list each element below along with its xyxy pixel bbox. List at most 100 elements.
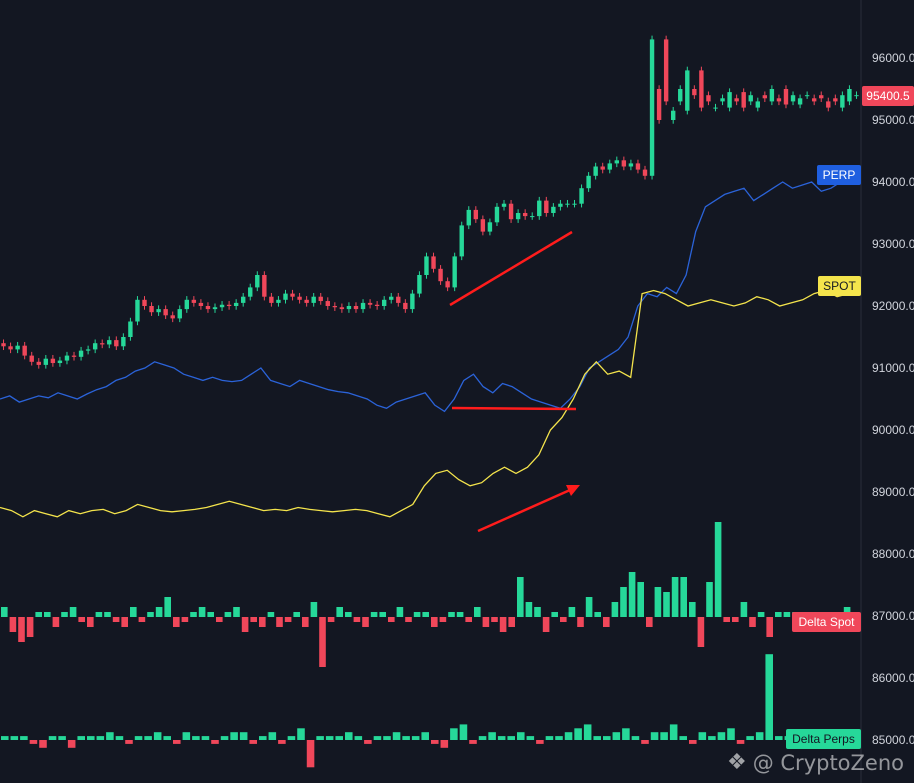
delta-spot-bar [388,617,395,622]
candle-body [699,70,704,108]
candle-body [78,350,84,357]
candle-body [424,256,429,275]
binance-logo-icon: ❖ [726,750,747,775]
delta-perps-bar [631,736,640,740]
delta-perps-bar [239,732,248,740]
delta-spot-bar [405,617,412,622]
candle-body [233,302,239,306]
candle-body [311,296,316,303]
delta-spot-bar [216,617,223,622]
delta-perps-bar [459,724,468,740]
candle-body [297,296,302,300]
delta-perps-bar [392,732,401,740]
delta-perps-bar [182,732,191,740]
candle-body [212,307,218,310]
candle-body [727,92,732,108]
candle-body [790,95,796,102]
delta-perps-bar [469,740,477,744]
delta-spot-bar [276,617,283,627]
spot-tag-bg [818,276,861,296]
delta-perps-bar [20,736,28,740]
delta-spot-bar [775,612,782,617]
candle-body [522,213,528,217]
candle-body [670,110,676,120]
candle-body [501,203,507,207]
candle-body [100,343,105,345]
candle-body [797,98,803,105]
candle-body [438,268,443,282]
perp-tag-bg [817,165,861,185]
delta-spot-bar [379,612,386,617]
candle-body [508,203,514,220]
delta-spot-bar [302,617,309,627]
candle-body [198,302,204,306]
delta-spot-bar [783,612,791,617]
delta-spot-bar [534,607,541,617]
delta-spot-bar [190,612,197,617]
candle-body [600,166,605,170]
candle-body [1,343,6,347]
delta-spot-bar [78,617,85,622]
candle-body [854,95,859,97]
candle-body [487,222,493,232]
candle-body [107,340,112,345]
candle-body [833,98,838,102]
delta-spot-bar [327,617,335,622]
candle-body [621,160,627,167]
delta-spot-tag-bg [792,612,861,632]
delta-spot-bar [9,617,17,632]
candle-body [530,216,535,218]
delta-perps-bar [259,736,267,740]
delta-spot-bar [353,617,361,622]
delta-perps-bar [450,728,458,740]
delta-spot-bar [147,612,154,617]
delta-perps-bar [192,736,200,740]
delta-spot-bar [87,617,94,627]
candle-body [663,39,669,102]
candle-body [367,302,373,305]
candle-body [360,302,366,310]
candle-body [417,275,422,294]
y-tick-label: 89000.0 [872,485,914,499]
delta-perps-bar [144,736,152,740]
delta-perps-bar [669,724,678,740]
delta-spot-bar [732,617,739,622]
y-tick-label: 94000.0 [872,175,914,189]
candle-body [811,98,817,102]
delta-spot-bar [155,607,163,617]
delta-spot-bar [560,617,567,622]
candle-body [114,340,119,347]
delta-spot-bar [456,612,464,617]
candle-body [121,337,126,347]
delta-perps-bar [583,724,592,740]
delta-perps-bar [526,736,535,740]
delta-histograms [1,522,859,768]
candle-body [240,296,246,303]
delta-perps-bar [421,732,429,740]
arrow-head-icon [566,485,580,496]
delta-perps-bar [612,732,621,740]
delta-perps-bar [153,732,162,740]
y-tick-label: 97000.0 [872,0,914,3]
flat-line [451,406,577,411]
delta-perps-bar [115,736,124,740]
delta-spot-bar [439,617,447,622]
candle-body [205,306,211,310]
candle-body [290,293,295,297]
delta-spot-bar [706,582,713,617]
delta-spot-bar [491,617,498,622]
delta-perps-bar [755,732,764,740]
delta-spot-bar [542,617,550,632]
delta-spot-bar [551,612,558,617]
delta-spot-bar [138,617,146,622]
spot-line [0,289,861,518]
y-tick-label: 85000.0 [872,733,914,747]
delta-spot-bar [95,612,103,617]
candle-body [381,299,387,306]
delta-perps-bar [10,736,19,740]
delta-spot-bar [319,617,326,667]
candle-body [452,256,457,288]
delta-spot-bar [474,607,481,617]
delta-spot-bar [757,612,765,617]
delta-perps-bar [211,740,219,744]
